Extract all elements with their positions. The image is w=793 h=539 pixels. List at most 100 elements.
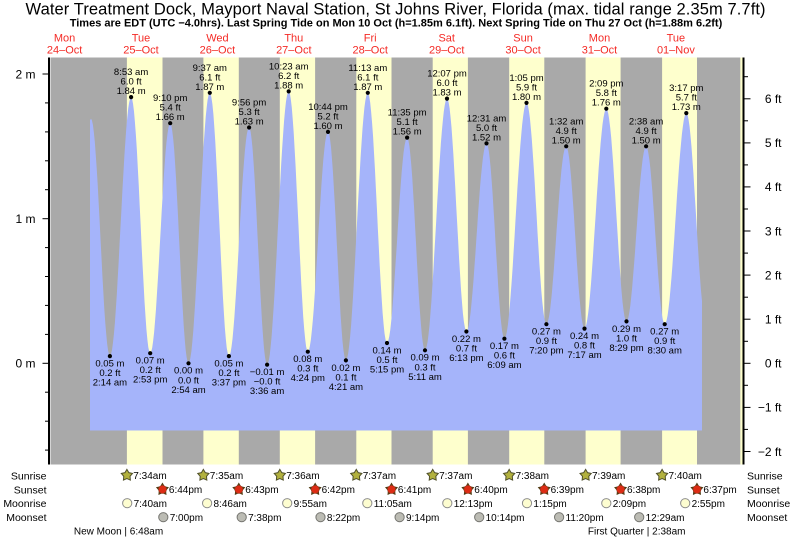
svg-text:8:29 pm: 8:29 pm — [609, 343, 643, 354]
svg-text:2:14 am: 2:14 am — [93, 378, 127, 389]
svg-text:11:20pm: 11:20pm — [566, 513, 604, 524]
svg-text:Moonset: Moonset — [6, 512, 46, 524]
svg-text:7:37am: 7:37am — [363, 471, 396, 482]
svg-text:8:30 am: 8:30 am — [648, 346, 682, 357]
svg-text:11:13 am: 11:13 am — [348, 63, 387, 74]
svg-text:1:05 pm: 1:05 pm — [509, 73, 543, 84]
svg-text:11:05am: 11:05am — [374, 499, 412, 510]
svg-text:7:20 pm: 7:20 pm — [529, 346, 563, 357]
svg-text:1.56 m: 1.56 m — [393, 127, 422, 138]
svg-text:4.9 ft: 4.9 ft — [636, 126, 657, 137]
svg-text:9:14pm: 9:14pm — [406, 513, 439, 524]
svg-text:6:38pm: 6:38pm — [627, 485, 660, 496]
svg-text:5.0 ft: 5.0 ft — [476, 123, 497, 134]
svg-text:1.52 m: 1.52 m — [472, 132, 501, 143]
svg-text:0.2 ft: 0.2 ft — [218, 368, 239, 379]
svg-text:3:17 pm: 3:17 pm — [669, 83, 703, 94]
svg-text:0.27 m: 0.27 m — [532, 327, 561, 338]
svg-text:Wed: Wed — [206, 33, 228, 45]
svg-text:6.0 ft: 6.0 ft — [121, 77, 142, 88]
svg-text:6:09 am: 6:09 am — [487, 360, 521, 371]
svg-text:6:42pm: 6:42pm — [322, 485, 355, 496]
svg-text:1.76 m: 1.76 m — [592, 98, 621, 109]
svg-text:2:53 pm: 2:53 pm — [133, 375, 167, 386]
svg-text:12:07 pm: 12:07 pm — [427, 69, 467, 80]
svg-text:First Quarter | 2:38am: First Quarter | 2:38am — [588, 527, 686, 538]
svg-text:0.22 m: 0.22 m — [452, 334, 481, 345]
svg-text:4:24 pm: 4:24 pm — [291, 373, 325, 384]
svg-text:−1 ft: −1 ft — [758, 401, 782, 415]
svg-text:9:37 am: 9:37 am — [193, 63, 227, 74]
svg-text:0.05 m: 0.05 m — [214, 359, 243, 370]
svg-text:Mon: Mon — [589, 33, 610, 45]
svg-text:30–Oct: 30–Oct — [505, 45, 540, 57]
svg-text:6:44pm: 6:44pm — [169, 485, 202, 496]
svg-text:7:34am: 7:34am — [133, 471, 166, 482]
svg-text:0.2 ft: 0.2 ft — [99, 368, 120, 379]
svg-text:1.50 m: 1.50 m — [632, 135, 661, 146]
svg-text:0.08 m: 0.08 m — [293, 354, 322, 365]
svg-text:5.9 ft: 5.9 ft — [516, 82, 537, 93]
svg-text:2:09pm: 2:09pm — [613, 499, 646, 510]
svg-text:Sunrise: Sunrise — [11, 470, 47, 482]
svg-text:7:38pm: 7:38pm — [248, 513, 281, 524]
svg-text:0.9 ft: 0.9 ft — [536, 336, 557, 347]
svg-text:Sunset: Sunset — [14, 484, 47, 496]
svg-text:Sat: Sat — [438, 33, 455, 45]
svg-text:6.0 ft: 6.0 ft — [436, 78, 457, 89]
svg-text:7:38am: 7:38am — [516, 471, 549, 482]
svg-text:0.2 ft: 0.2 ft — [140, 365, 161, 376]
svg-text:4.9 ft: 4.9 ft — [556, 126, 577, 137]
svg-text:6:13 pm: 6:13 pm — [449, 353, 483, 364]
svg-text:−2 ft: −2 ft — [758, 445, 782, 459]
svg-text:1.60 m: 1.60 m — [313, 121, 342, 132]
svg-text:7:35am: 7:35am — [210, 471, 243, 482]
svg-text:6:43pm: 6:43pm — [245, 485, 278, 496]
svg-text:0.0 ft: 0.0 ft — [178, 375, 199, 386]
svg-text:0.29 m: 0.29 m — [612, 324, 641, 335]
svg-text:26–Oct: 26–Oct — [200, 45, 235, 57]
svg-text:31–Oct: 31–Oct — [582, 45, 617, 57]
svg-text:5.4 ft: 5.4 ft — [160, 103, 181, 114]
svg-text:Fri: Fri — [364, 33, 377, 45]
svg-text:12:31 am: 12:31 am — [467, 113, 507, 124]
svg-text:29–Oct: 29–Oct — [429, 45, 464, 57]
svg-text:0.27 m: 0.27 m — [650, 327, 679, 338]
svg-text:6:37pm: 6:37pm — [703, 485, 736, 496]
svg-text:10:23 am: 10:23 am — [269, 61, 309, 72]
svg-text:7:40am: 7:40am — [134, 499, 167, 510]
svg-text:6:39pm: 6:39pm — [551, 485, 584, 496]
svg-text:Mon: Mon — [54, 33, 75, 45]
svg-text:1 ft: 1 ft — [765, 313, 782, 327]
svg-text:6.2 ft: 6.2 ft — [278, 71, 299, 82]
svg-text:3:36 am: 3:36 am — [250, 386, 284, 397]
svg-text:4 ft: 4 ft — [765, 180, 782, 194]
svg-text:0.07 m: 0.07 m — [136, 356, 165, 367]
svg-text:10:14pm: 10:14pm — [486, 513, 525, 524]
svg-text:9:55am: 9:55am — [294, 499, 327, 510]
svg-text:2:54 am: 2:54 am — [171, 385, 205, 396]
svg-text:2 m: 2 m — [15, 67, 35, 81]
svg-text:7:36am: 7:36am — [286, 471, 319, 482]
svg-text:Moonrise: Moonrise — [3, 498, 46, 510]
svg-text:3:37 pm: 3:37 pm — [212, 378, 246, 389]
svg-text:7:00pm: 7:00pm — [170, 513, 203, 524]
svg-text:2:55pm: 2:55pm — [692, 499, 725, 510]
svg-text:24–Oct: 24–Oct — [47, 45, 82, 57]
svg-text:7:17 am: 7:17 am — [567, 350, 601, 361]
svg-text:01–Nov: 01–Nov — [657, 45, 695, 57]
svg-text:25–Oct: 25–Oct — [123, 45, 158, 57]
svg-text:0.05 m: 0.05 m — [95, 359, 124, 370]
svg-text:12:29am: 12:29am — [646, 513, 685, 524]
svg-text:0.1 ft: 0.1 ft — [335, 372, 356, 383]
svg-text:5.1 ft: 5.1 ft — [397, 117, 418, 128]
svg-text:2:09 pm: 2:09 pm — [589, 79, 623, 90]
svg-text:New Moon | 6:48am: New Moon | 6:48am — [74, 527, 163, 538]
svg-text:0.02 m: 0.02 m — [331, 363, 360, 374]
svg-text:0.3 ft: 0.3 ft — [414, 362, 435, 373]
svg-text:7:37am: 7:37am — [439, 471, 472, 482]
svg-text:Sun: Sun — [513, 33, 533, 45]
svg-text:Moonrise: Moonrise — [747, 498, 790, 510]
svg-text:0.14 m: 0.14 m — [372, 345, 401, 356]
svg-text:Times are EDT (UTC −4.0hrs). L: Times are EDT (UTC −4.0hrs). Last Spring… — [70, 18, 723, 30]
